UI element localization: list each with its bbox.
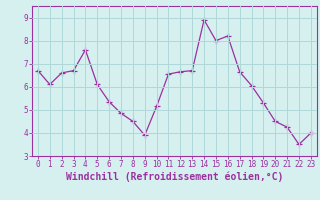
X-axis label: Windchill (Refroidissement éolien,°C): Windchill (Refroidissement éolien,°C) (66, 172, 283, 182)
